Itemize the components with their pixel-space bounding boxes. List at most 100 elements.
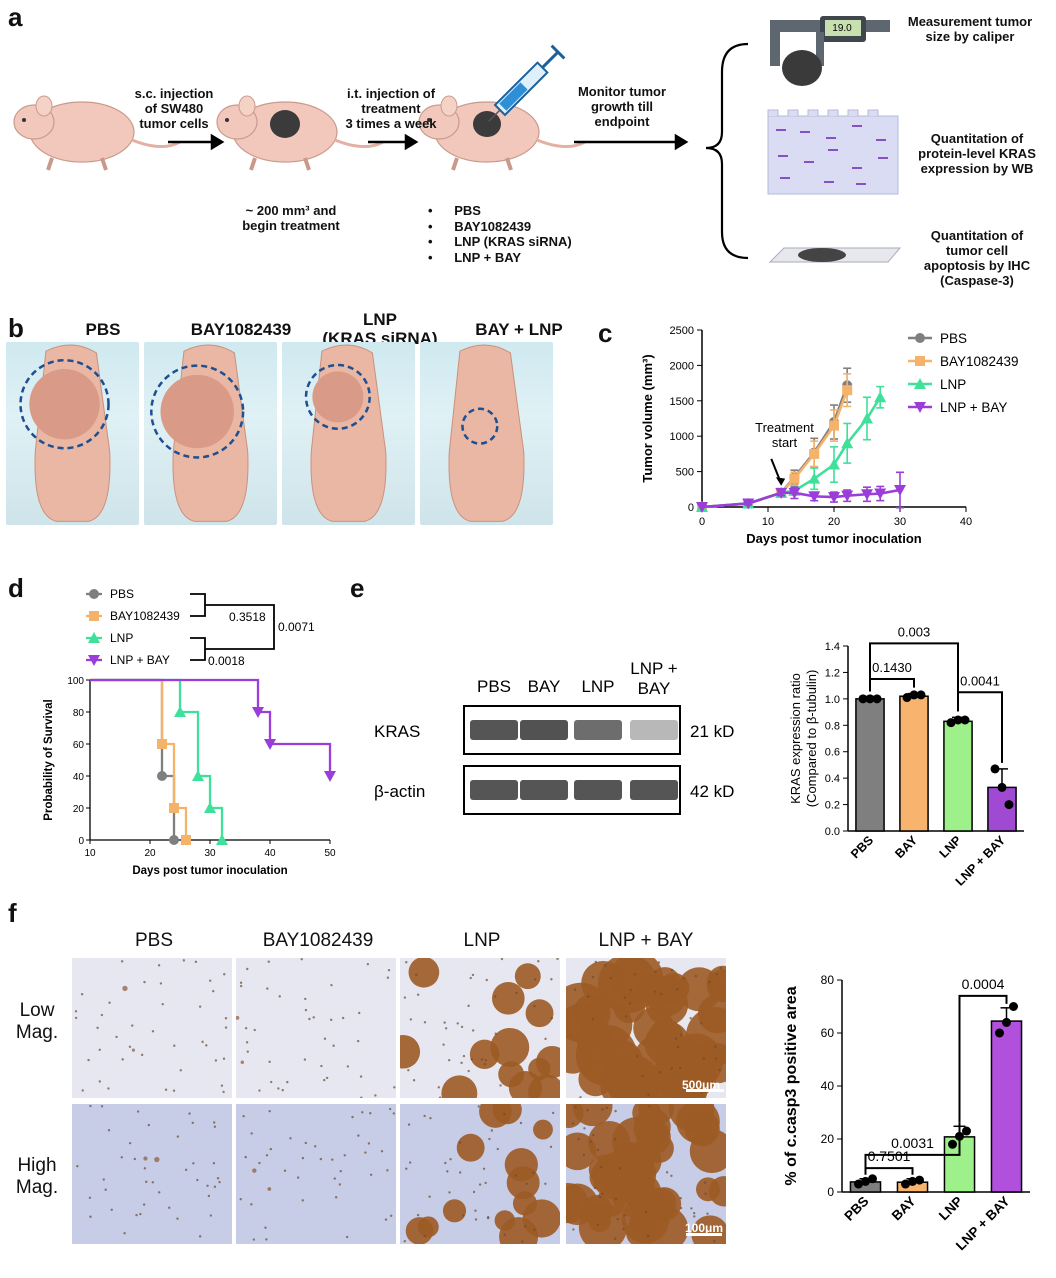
legend-marker — [89, 589, 99, 599]
stain-dot — [679, 1033, 683, 1036]
stain-dot — [301, 1156, 305, 1160]
stain-dot — [393, 1086, 396, 1089]
stain-dot — [532, 1171, 535, 1174]
y-tick-label: 500 — [676, 467, 694, 479]
stain-dot — [674, 1037, 678, 1040]
replicate-dot — [916, 690, 926, 700]
stain-dot — [462, 1054, 466, 1058]
stain-dot — [223, 973, 226, 976]
significance-bracket — [864, 1122, 961, 1173]
y-axis-label-2: (Compared to β-tubulin) — [804, 670, 819, 808]
stain-dot — [416, 993, 420, 996]
stain-dot — [268, 1060, 271, 1064]
stain-dot — [357, 1134, 360, 1137]
stain-dot — [715, 1057, 718, 1060]
stain-dot — [242, 1114, 245, 1118]
stain-dot — [690, 1207, 693, 1210]
stain-dot — [265, 1238, 268, 1241]
stain-dot — [443, 1021, 446, 1024]
stain-region — [417, 1216, 439, 1238]
replicate-dot — [948, 1139, 957, 1149]
replicate-dot — [854, 1179, 863, 1189]
survival-PBS — [90, 678, 179, 845]
stain-region — [469, 1039, 500, 1069]
y-axis-label: Probability of Survival — [43, 699, 55, 820]
survival-point — [169, 803, 179, 813]
stain-dot — [623, 996, 626, 999]
ihc-image — [566, 958, 726, 1098]
stain-dot — [136, 1110, 140, 1113]
stain-dot — [550, 978, 553, 981]
replicate-dot — [915, 1175, 924, 1185]
stain-dot — [142, 1203, 146, 1206]
x-tick-label: 20 — [144, 848, 156, 859]
stain-dot — [239, 984, 243, 988]
stain-dot — [253, 1028, 256, 1032]
stain-dot — [646, 1235, 650, 1238]
outcome3-line2: tumor cell — [945, 243, 1009, 258]
stain-dot — [586, 995, 590, 998]
significance-brackets — [190, 593, 275, 661]
survival-point — [252, 707, 264, 718]
stain-dot — [161, 1002, 164, 1006]
stain-dot — [369, 1112, 372, 1115]
stain-dot — [98, 1048, 101, 1052]
stain-region — [525, 999, 554, 1028]
stain-dot — [483, 1063, 487, 1066]
stain-dot — [145, 1180, 148, 1184]
panel-label-f: f — [8, 898, 17, 928]
stain-dot — [222, 1057, 226, 1060]
stain-dot — [246, 967, 249, 971]
stain-dot — [120, 960, 124, 963]
stain-dot — [460, 1061, 463, 1065]
replicate-dot — [1009, 1002, 1018, 1011]
stain-region — [122, 985, 128, 992]
stain-dot — [670, 969, 674, 972]
stain-dot — [480, 1058, 484, 1061]
treatment-list: • PBS • BAY1082439 • LNP (KRAS siRNA) • … — [428, 203, 572, 265]
stain-region — [240, 1060, 245, 1064]
stain-dot — [143, 1167, 147, 1170]
stain-dot — [458, 1171, 462, 1174]
stain-dot — [670, 1174, 673, 1178]
x-tick-label: 40 — [960, 516, 972, 528]
y-tick-label: 60 — [73, 740, 85, 751]
stain-dot — [598, 1195, 602, 1199]
stain-dot — [359, 1075, 363, 1078]
mouse-body — [310, 344, 387, 522]
stain-dot — [188, 1112, 191, 1115]
stain-region — [494, 1210, 516, 1231]
stain-dot — [206, 1184, 209, 1187]
survival-point — [324, 771, 336, 782]
stain-region — [620, 1056, 650, 1086]
stain-region — [566, 982, 611, 1042]
data-point — [842, 385, 853, 396]
stain-region — [456, 1133, 485, 1162]
stain-dot — [474, 1209, 477, 1212]
y-tick-label: 1.2 — [825, 667, 840, 679]
stain-dot — [364, 1151, 367, 1154]
lane-label: PBS — [477, 677, 511, 696]
f-row-high-line2: Mag. — [15, 1177, 59, 1198]
stain-dot — [184, 1168, 188, 1172]
stain-dot — [469, 976, 472, 980]
stain-region — [131, 1048, 136, 1052]
bracket-1 — [190, 593, 206, 617]
blot-band — [470, 780, 518, 800]
mouse-photo — [420, 342, 553, 525]
stain-dot — [689, 1017, 692, 1020]
stain-region — [514, 963, 541, 990]
stain-dot — [386, 976, 390, 979]
ihc-slide-icon — [768, 247, 902, 263]
stain-dot — [641, 1074, 644, 1078]
treatment-bay: BAY1082439 — [454, 218, 532, 234]
survival-point — [181, 835, 191, 845]
x-axis-label: Days post tumor inoculation — [132, 865, 287, 877]
stain-dot — [384, 1218, 388, 1221]
data-point — [861, 489, 873, 501]
stain-dot — [207, 1194, 211, 1198]
b-title-bay: BAY1082439 — [190, 320, 292, 339]
significance-bracket — [869, 678, 915, 692]
series-line — [701, 488, 901, 509]
replicate-dot — [865, 694, 875, 704]
